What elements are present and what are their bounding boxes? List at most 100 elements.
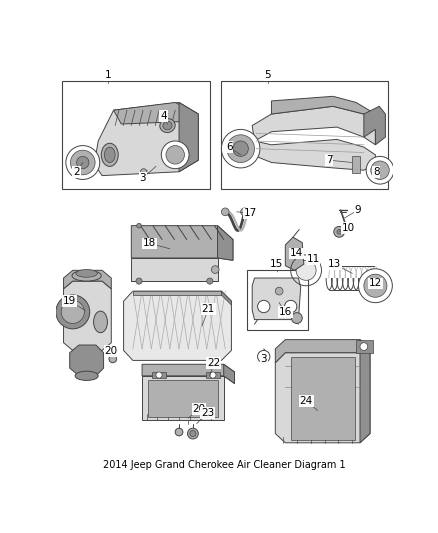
Polygon shape xyxy=(252,140,375,170)
Circle shape xyxy=(258,301,270,313)
Text: 20: 20 xyxy=(193,404,205,414)
Ellipse shape xyxy=(101,143,118,166)
Ellipse shape xyxy=(104,147,115,163)
Polygon shape xyxy=(124,291,231,360)
Ellipse shape xyxy=(75,371,98,381)
Circle shape xyxy=(358,269,392,303)
Text: 15: 15 xyxy=(270,259,283,269)
Circle shape xyxy=(240,208,248,216)
Circle shape xyxy=(210,372,216,378)
Text: 5: 5 xyxy=(264,70,271,80)
Polygon shape xyxy=(131,225,233,260)
Circle shape xyxy=(337,230,342,234)
Text: 23: 23 xyxy=(201,408,214,418)
Polygon shape xyxy=(252,106,375,145)
Circle shape xyxy=(56,295,90,329)
Text: 1: 1 xyxy=(105,70,112,80)
Ellipse shape xyxy=(163,122,172,130)
Circle shape xyxy=(141,168,147,175)
Text: 17: 17 xyxy=(244,208,257,219)
Text: 3: 3 xyxy=(140,173,146,183)
Polygon shape xyxy=(113,102,198,124)
Text: 24: 24 xyxy=(300,396,313,406)
Circle shape xyxy=(291,313,302,324)
Circle shape xyxy=(258,350,270,363)
Text: 14: 14 xyxy=(290,248,303,259)
Circle shape xyxy=(371,161,389,180)
Text: 10: 10 xyxy=(342,223,355,233)
Polygon shape xyxy=(364,106,385,145)
Circle shape xyxy=(136,278,142,284)
Circle shape xyxy=(187,428,198,439)
Circle shape xyxy=(212,265,219,273)
Circle shape xyxy=(156,372,162,378)
Polygon shape xyxy=(64,281,111,350)
Bar xyxy=(221,81,389,189)
Circle shape xyxy=(61,301,85,324)
Bar xyxy=(152,372,166,378)
Circle shape xyxy=(221,208,229,216)
Circle shape xyxy=(334,227,345,237)
Circle shape xyxy=(109,355,117,363)
Ellipse shape xyxy=(76,270,97,277)
Circle shape xyxy=(175,428,183,436)
Text: 21: 21 xyxy=(201,304,215,314)
Ellipse shape xyxy=(72,270,101,281)
Bar xyxy=(247,270,308,329)
Text: 22: 22 xyxy=(207,358,220,368)
Circle shape xyxy=(221,130,260,168)
Polygon shape xyxy=(133,291,221,295)
Polygon shape xyxy=(142,364,234,384)
Text: 2: 2 xyxy=(73,167,80,177)
Polygon shape xyxy=(285,237,304,270)
Text: 8: 8 xyxy=(373,167,379,177)
Text: 11: 11 xyxy=(307,254,320,264)
Text: 3: 3 xyxy=(261,354,267,364)
Circle shape xyxy=(166,146,184,164)
Circle shape xyxy=(364,274,387,297)
Circle shape xyxy=(71,150,95,175)
Text: 16: 16 xyxy=(279,307,292,317)
Polygon shape xyxy=(221,291,231,305)
Polygon shape xyxy=(360,340,370,443)
Text: 13: 13 xyxy=(328,259,341,269)
Circle shape xyxy=(190,431,196,437)
Polygon shape xyxy=(94,102,198,175)
Polygon shape xyxy=(131,258,218,281)
Polygon shape xyxy=(291,357,355,440)
Circle shape xyxy=(77,156,89,168)
Bar xyxy=(62,81,210,189)
Text: 4: 4 xyxy=(160,111,167,122)
Circle shape xyxy=(161,141,189,168)
Circle shape xyxy=(137,223,141,228)
Circle shape xyxy=(207,278,213,284)
Text: 7: 7 xyxy=(326,155,332,165)
Text: 6: 6 xyxy=(226,142,233,152)
Polygon shape xyxy=(142,376,224,419)
Bar xyxy=(206,372,220,378)
Polygon shape xyxy=(252,278,301,320)
Bar xyxy=(356,340,373,353)
Polygon shape xyxy=(276,340,370,363)
Text: 9: 9 xyxy=(354,205,361,215)
Circle shape xyxy=(66,146,100,180)
Circle shape xyxy=(227,135,254,163)
Polygon shape xyxy=(70,345,103,376)
Circle shape xyxy=(285,301,297,313)
Ellipse shape xyxy=(160,119,175,133)
Polygon shape xyxy=(272,96,375,130)
Circle shape xyxy=(276,287,283,295)
Text: 2014 Jeep Grand Cherokee Air Cleaner Diagram 1: 2014 Jeep Grand Cherokee Air Cleaner Dia… xyxy=(103,460,346,470)
Polygon shape xyxy=(224,364,234,384)
Bar xyxy=(352,156,360,173)
Ellipse shape xyxy=(94,311,107,333)
Circle shape xyxy=(366,156,394,184)
Circle shape xyxy=(360,343,367,350)
Circle shape xyxy=(233,141,248,156)
Text: 18: 18 xyxy=(143,238,156,248)
Polygon shape xyxy=(218,225,233,260)
Text: 20: 20 xyxy=(105,346,118,356)
Text: 19: 19 xyxy=(63,296,76,306)
Polygon shape xyxy=(276,353,370,443)
Circle shape xyxy=(296,260,316,280)
